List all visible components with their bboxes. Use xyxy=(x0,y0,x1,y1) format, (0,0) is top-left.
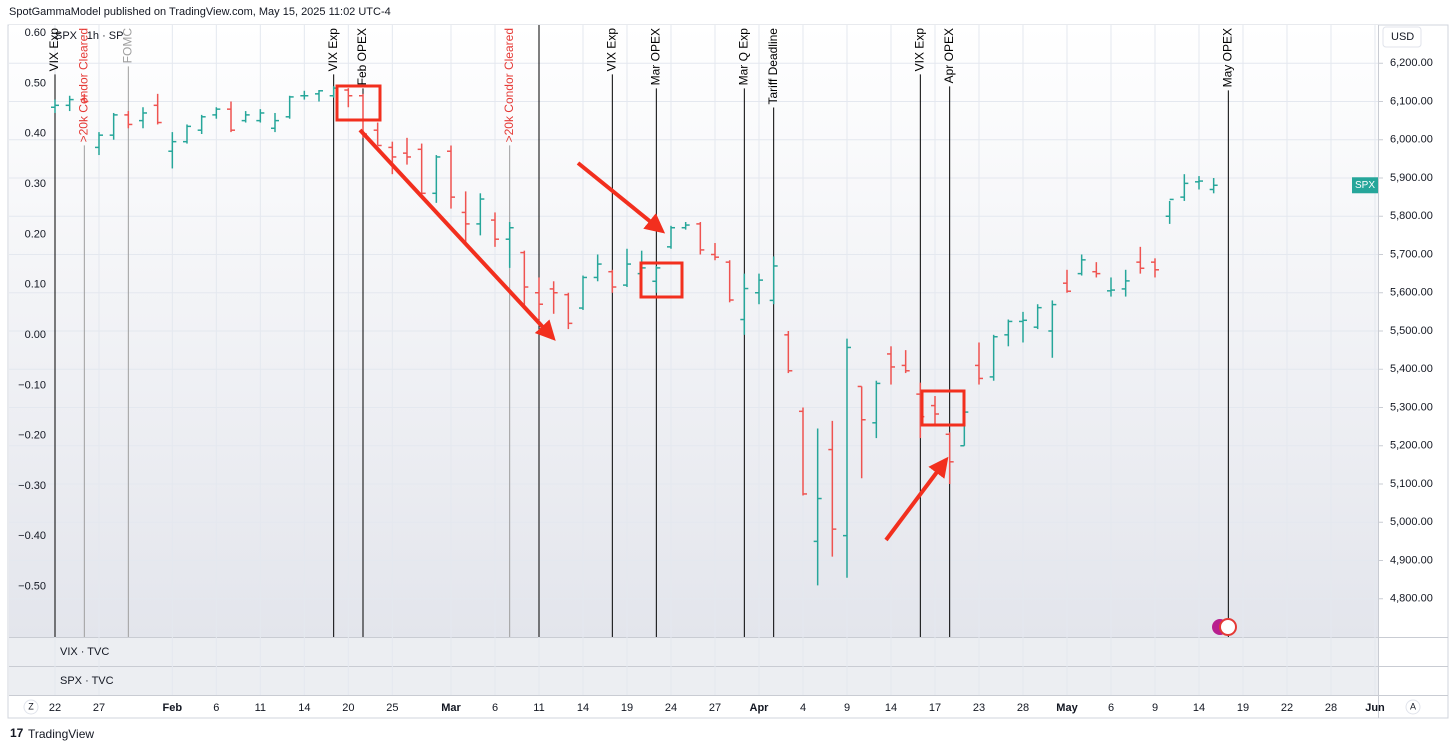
x-tick-label: 23 xyxy=(973,702,985,714)
y-tick-label: 5,200.00 xyxy=(1390,440,1433,452)
currency[interactable]: USD xyxy=(1391,31,1414,43)
event-label: VIX Exp xyxy=(47,28,61,72)
header: SpotGammaModel published on TradingView.… xyxy=(9,6,391,18)
x-tick-label: 22 xyxy=(1281,702,1293,714)
y-tick-label: 6,100.00 xyxy=(1390,95,1433,107)
x-tick-label: 27 xyxy=(709,702,721,714)
x-tick-label: 11 xyxy=(255,702,266,714)
highlight-box xyxy=(335,84,382,122)
x-tick-label: 19 xyxy=(1237,702,1249,714)
price-tag: SPX xyxy=(1355,180,1375,191)
annotations xyxy=(335,84,1237,636)
y2-tick-label: −0.40 xyxy=(18,530,46,542)
event-label: VIX Exp xyxy=(326,28,340,72)
footer: TradingView xyxy=(28,727,94,741)
x-tick-label: 6 xyxy=(1108,702,1114,714)
y-tick-label: 5,100.00 xyxy=(1390,478,1433,490)
y2-tick-label: −0.10 xyxy=(18,379,46,391)
x-tick-label: 28 xyxy=(1017,702,1029,714)
x-tick-label: 20 xyxy=(342,702,354,714)
x-tick-label: May xyxy=(1056,702,1078,714)
x-tick-label: 24 xyxy=(665,702,677,714)
auto-label[interactable]: A xyxy=(1410,701,1416,711)
x-tick-label: 6 xyxy=(492,702,498,714)
x-tick-label: 14 xyxy=(298,702,310,714)
y-tick-label: 4,800.00 xyxy=(1390,593,1433,605)
event-label: VIX Exp xyxy=(605,28,619,72)
y2-tick-label: 0.20 xyxy=(25,228,46,240)
vix-pane xyxy=(9,638,1378,666)
highlight-box xyxy=(920,389,966,427)
x-tick-label: 22 xyxy=(49,702,61,714)
x-tick-label: 28 xyxy=(1325,702,1337,714)
event-icon[interactable] xyxy=(1219,618,1237,636)
highlight-box xyxy=(639,261,684,299)
y-tick-label: 5,000.00 xyxy=(1390,516,1433,528)
event-label: Mar OPEX xyxy=(649,28,663,85)
y-tick-label: 6,000.00 xyxy=(1390,134,1433,146)
auto-button[interactable] xyxy=(1405,699,1421,715)
x-tick-label: Jun xyxy=(1365,702,1385,714)
x-tick-label: 14 xyxy=(1193,702,1205,714)
y2-tick-label: 0.10 xyxy=(25,279,46,291)
x-tick-label: 6 xyxy=(213,702,219,714)
event-label: >20k Condor Cleared xyxy=(77,28,91,142)
x-tick-label: 19 xyxy=(621,702,633,714)
event-label: VIX Exp xyxy=(913,28,927,72)
y2-tick-label: 0.40 xyxy=(25,128,46,140)
x-tick-label: Feb xyxy=(163,702,183,714)
pane-label: SPX · TVC xyxy=(60,675,114,687)
y2-tick-label: 0.60 xyxy=(25,27,46,39)
y-tick-label: 5,900.00 xyxy=(1390,172,1433,184)
zoom-button[interactable] xyxy=(23,699,39,715)
y2-tick-label: −0.50 xyxy=(18,581,46,593)
symbol-label: SPX · 1h · SP xyxy=(55,30,123,42)
y-tick-label: 6,200.00 xyxy=(1390,57,1433,69)
y-tick-label: 5,300.00 xyxy=(1390,401,1433,413)
x-tick-label: 9 xyxy=(844,702,850,714)
x-tick-label: 11 xyxy=(533,702,544,714)
x-tick-label: 17 xyxy=(929,702,941,714)
y2-tick-label: 0.00 xyxy=(25,329,46,341)
zoom-label[interactable]: Z xyxy=(28,701,34,711)
event-label: Apr OPEX xyxy=(942,28,956,83)
y-tick-label: 5,800.00 xyxy=(1390,210,1433,222)
arrow xyxy=(884,456,949,542)
x-tick-label: 14 xyxy=(885,702,897,714)
logo-mark: 17 xyxy=(10,726,24,740)
y-tick-label: 5,700.00 xyxy=(1390,248,1433,260)
x-tick-label: 14 xyxy=(577,702,589,714)
y-tick-label: 5,400.00 xyxy=(1390,363,1433,375)
y-tick-label: 5,500.00 xyxy=(1390,325,1433,337)
x-tick-label: Apr xyxy=(750,702,770,714)
event-label: FOMC xyxy=(121,28,135,64)
x-tick-label: 25 xyxy=(386,702,398,714)
y-tick-label: 5,600.00 xyxy=(1390,287,1433,299)
pane-label: VIX · TVC xyxy=(60,646,109,658)
x-tick-label: 9 xyxy=(1152,702,1158,714)
y-tick-label: 4,900.00 xyxy=(1390,554,1433,566)
price-tag-box xyxy=(1352,177,1378,194)
event-label: Feb OPEX xyxy=(355,28,369,85)
event-label: Tariff Deadline xyxy=(766,28,780,105)
y2-tick-label: 0.30 xyxy=(25,178,46,190)
event-label: >20k Condor Cleared xyxy=(502,28,516,142)
x-tick-label: 4 xyxy=(800,702,806,714)
x-tick-label: 27 xyxy=(93,702,105,714)
event-label: May OPEX xyxy=(1221,28,1235,87)
y2-tick-label: −0.20 xyxy=(18,430,46,442)
arrow xyxy=(576,161,666,234)
event-label: Mar Q Exp xyxy=(737,28,751,86)
arrow xyxy=(358,128,556,341)
y2-tick-label: −0.30 xyxy=(18,480,46,492)
x-tick-label: Mar xyxy=(441,702,461,714)
currency-box[interactable] xyxy=(1382,26,1422,48)
spx-pane xyxy=(9,667,1378,695)
y2-tick-label: 0.50 xyxy=(25,77,46,89)
